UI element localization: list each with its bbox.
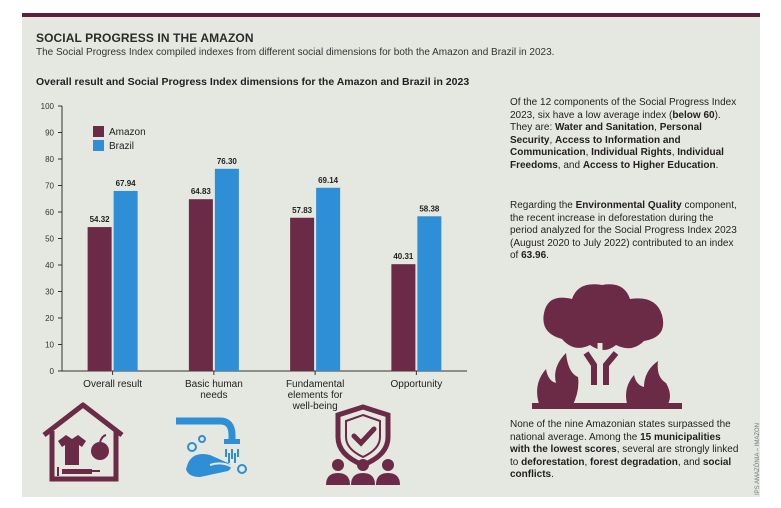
x-tick-label: elements for <box>288 390 344 401</box>
data-label: 64.83 <box>191 187 212 196</box>
bar-brazil <box>214 168 239 371</box>
burning-tree-icon <box>532 284 682 409</box>
legend-swatch-brazil <box>93 140 104 151</box>
y-tick-label: 40 <box>45 261 54 270</box>
p3-segment: social conflicts <box>510 456 732 481</box>
p1-segment: . <box>715 159 719 171</box>
p1-segment: Access to Higher Education <box>582 159 716 171</box>
x-tick-label: Overall result <box>83 379 142 390</box>
x-tick-label: well-being <box>292 401 338 412</box>
p1-segment: , <box>585 147 592 158</box>
legend-swatch-amazon <box>93 126 104 137</box>
y-tick-label: 70 <box>45 182 54 191</box>
top-rule <box>22 13 760 17</box>
p3-segment: , several are strongly linked to <box>510 444 739 468</box>
bar-brazil <box>417 216 442 371</box>
house-basic-needs-icon <box>42 402 124 482</box>
y-tick-label: 50 <box>45 235 54 244</box>
chart-title: Overall result and Social Progress Index… <box>36 76 470 88</box>
p3-segment: , <box>584 456 591 468</box>
bar-brazil <box>316 187 341 371</box>
municipalities-paragraph: None of the nine Amazonian states surpas… <box>510 419 742 482</box>
y-tick-label: 90 <box>45 129 54 138</box>
bar-amazon <box>391 264 416 371</box>
environmental-quality-paragraph: Regarding the Environmental Quality comp… <box>510 200 742 263</box>
p1-segment: , and <box>557 159 583 171</box>
p1-segment: Individual Freedoms <box>510 147 724 171</box>
p1-segment: , <box>654 122 660 133</box>
y-tick-label: 30 <box>45 288 54 297</box>
p1-segment: , <box>549 134 556 146</box>
y-tick-label: 60 <box>45 208 54 217</box>
bar-amazon <box>290 217 315 371</box>
data-label: 67.94 <box>116 179 137 188</box>
y-tick-label: 10 <box>45 341 54 350</box>
bar-amazon <box>188 199 213 371</box>
p3-segment: forest degradation <box>590 456 678 468</box>
infographic-panel: SOCIAL PROGRESS IN THE AMAZON The Social… <box>22 13 761 497</box>
bar-brazil <box>113 190 138 371</box>
page-subtitle: The Social Progress Index compiled index… <box>36 47 555 58</box>
p1-segment: Of the 12 components of the Social Progr… <box>510 97 737 121</box>
shield-people-icon <box>326 404 400 485</box>
p2-segment: . <box>546 250 549 261</box>
p1-segment: below 60 <box>672 109 715 121</box>
p3-segment: deforestation <box>521 456 585 468</box>
p3-segment: None of the nine Amazonian states surpas… <box>510 419 731 443</box>
data-label: 58.38 <box>419 204 440 213</box>
p1-segment: ). They are: <box>510 109 721 134</box>
p1-segment: , <box>671 147 678 158</box>
bar-amazon <box>87 227 112 371</box>
page-title: SOCIAL PROGRESS IN THE AMAZON <box>36 31 254 45</box>
data-label: 76.30 <box>217 157 238 166</box>
credit-text: IPS AMAZÔNIA – IMAZON <box>755 422 761 495</box>
y-tick-label: 80 <box>45 155 54 164</box>
y-tick-label: 0 <box>50 367 55 376</box>
p2-segment: Regarding the <box>510 200 576 211</box>
p2-segment: component, the recent increase in defore… <box>510 200 737 261</box>
p3-segment: , and <box>677 456 703 468</box>
p1-segment: Water and Sanitation <box>555 122 655 133</box>
data-label: 54.32 <box>90 215 111 224</box>
y-tick-label: 20 <box>45 314 54 323</box>
x-tick-label: Basic human <box>185 379 243 390</box>
p3-segment: 15 municipalities with the lowest scores <box>510 431 721 456</box>
x-tick-label: Opportunity <box>391 379 443 390</box>
x-tick-label: needs <box>200 390 227 401</box>
components-paragraph: Of the 12 components of the Social Progr… <box>510 97 742 172</box>
p1-segment: Personal Security <box>510 122 702 146</box>
data-label: 69.14 <box>318 176 339 185</box>
p2-segment: 63.96 <box>521 250 547 261</box>
data-label: 40.31 <box>393 252 414 261</box>
data-label: 57.83 <box>292 206 313 215</box>
p3-segment: . <box>551 469 554 480</box>
bar-chart: 0 10 20 30 40 50 60 70 80 90 100 54.32 67.94 Overall … <box>41 102 467 412</box>
p1-segment: Access to Information and Communication <box>510 134 681 159</box>
p1-segment: Individual Rights <box>591 147 672 158</box>
legend-label-amazon: Amazon <box>109 127 146 138</box>
p2-segment: Environmental Quality <box>575 200 682 211</box>
x-tick-label: Fundamental <box>286 379 344 390</box>
source-credit: IPS AMAZÔNIA – IMAZON <box>746 385 761 495</box>
handwashing-icon <box>176 417 247 477</box>
y-tick-label: 100 <box>41 102 55 111</box>
legend-label-brazil: Brazil <box>109 141 134 152</box>
